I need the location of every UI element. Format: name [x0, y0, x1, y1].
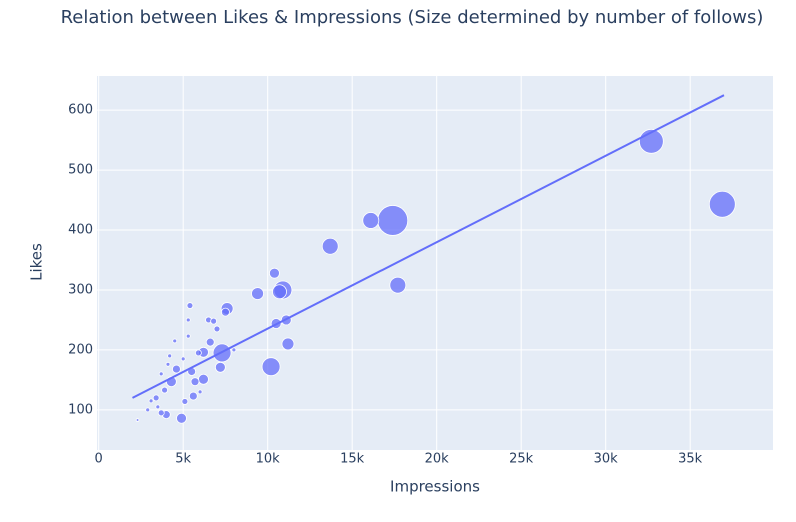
marks	[132, 94, 736, 424]
bubble	[180, 356, 186, 362]
y-tick-label: 400	[68, 223, 93, 238]
x-tick-label: 5k	[175, 452, 191, 467]
bubble	[281, 337, 295, 351]
y-axis-label: Likes	[28, 243, 46, 281]
bubble	[708, 190, 736, 218]
bubble	[210, 317, 218, 325]
bubble	[190, 377, 200, 387]
bubble	[152, 394, 160, 402]
x-tick-label: 20k	[425, 452, 450, 467]
x-tick-label: 15k	[340, 452, 365, 467]
bubble	[213, 325, 221, 333]
trendline	[132, 94, 725, 399]
bubble	[186, 302, 194, 309]
bubble	[158, 371, 164, 377]
bubble	[194, 349, 202, 357]
bubble	[155, 404, 161, 410]
bubble	[181, 398, 189, 405]
y-tick-label: 100	[68, 402, 93, 417]
bubble	[272, 284, 287, 300]
bubble	[321, 237, 339, 255]
y-tick-label: 200	[68, 342, 93, 357]
bubble	[205, 337, 215, 347]
bubble	[214, 361, 226, 373]
bubble	[135, 418, 140, 422]
bubble	[389, 276, 407, 294]
y-tick-label: 600	[68, 103, 93, 118]
x-tick-label: 0	[95, 452, 103, 467]
bubble	[157, 409, 165, 417]
x-tick-label: 10k	[256, 452, 281, 467]
y-tick-label: 500	[68, 163, 93, 178]
bubble	[167, 353, 173, 359]
bubble	[362, 212, 380, 229]
bubble	[185, 317, 191, 323]
bubble	[231, 347, 237, 353]
bubble	[165, 361, 171, 367]
bubble	[161, 386, 169, 394]
bubble	[261, 357, 281, 377]
bubble	[172, 364, 181, 374]
bubble	[185, 333, 191, 339]
bubble	[176, 412, 187, 424]
bubble	[198, 373, 209, 385]
bubble	[251, 287, 264, 300]
bubble	[197, 389, 203, 395]
bubble	[188, 391, 198, 401]
bubble	[148, 398, 154, 404]
plot-area	[97, 76, 773, 450]
x-axis-label: Impressions	[390, 478, 480, 496]
bubble	[221, 307, 230, 317]
bubble	[172, 338, 178, 344]
chart-title: Relation between Likes & Impressions (Si…	[61, 7, 764, 28]
x-tick-label: 25k	[509, 452, 534, 467]
bubble	[269, 267, 280, 279]
y-tick-label: 300	[68, 282, 93, 297]
grid	[97, 76, 773, 450]
bubble	[377, 205, 409, 236]
x-tick-label: 30k	[594, 452, 619, 467]
bubble	[145, 407, 151, 413]
x-tick-label: 35k	[678, 452, 703, 467]
